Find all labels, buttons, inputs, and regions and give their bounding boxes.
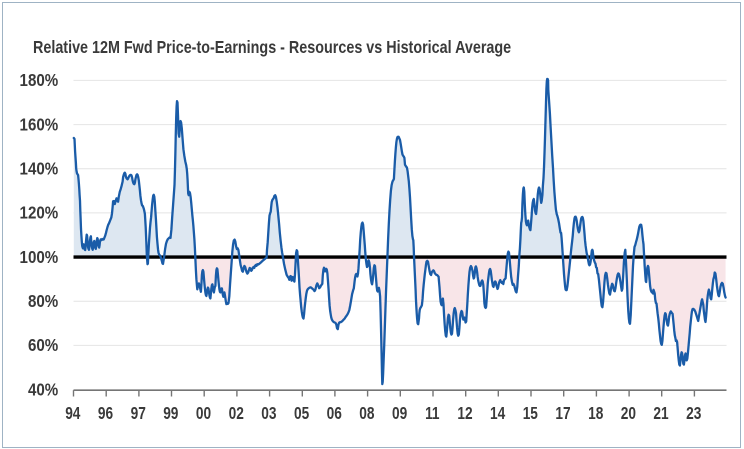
svg-text:17: 17 [555,404,570,423]
svg-text:40%: 40% [28,379,58,400]
svg-text:99: 99 [163,404,178,423]
svg-text:15: 15 [523,404,538,423]
svg-text:03: 03 [261,404,276,423]
svg-text:12: 12 [457,404,472,423]
svg-text:97: 97 [131,404,146,423]
svg-text:100%: 100% [20,247,59,268]
svg-text:14: 14 [490,404,505,423]
svg-text:140%: 140% [20,158,59,179]
svg-text:18: 18 [588,404,603,423]
svg-text:160%: 160% [20,114,59,135]
svg-text:02: 02 [229,404,244,423]
svg-text:96: 96 [98,404,113,423]
svg-text:60%: 60% [28,335,58,356]
svg-text:20: 20 [621,404,636,423]
svg-text:11: 11 [425,404,440,423]
svg-text:94: 94 [65,404,80,423]
svg-text:05: 05 [294,404,309,423]
svg-text:23: 23 [686,404,701,423]
svg-text:Relative 12M Fwd Price-to-Earn: Relative 12M Fwd Price-to-Earnings - Res… [33,39,511,58]
svg-text:00: 00 [196,404,211,423]
svg-text:08: 08 [359,404,374,423]
svg-text:06: 06 [327,404,342,423]
svg-text:120%: 120% [20,202,59,223]
svg-text:180%: 180% [20,70,59,91]
svg-text:21: 21 [653,404,668,423]
svg-text:09: 09 [392,404,407,423]
svg-text:80%: 80% [28,291,58,312]
